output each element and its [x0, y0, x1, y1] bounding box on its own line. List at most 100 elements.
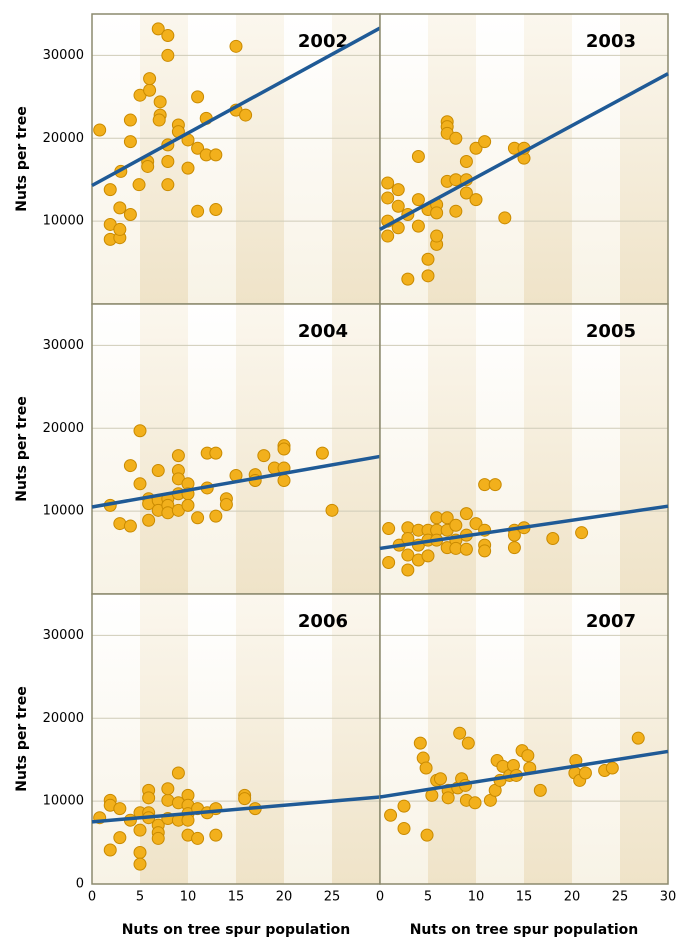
x-tick-label: 25	[324, 890, 341, 905]
data-point	[209, 446, 223, 460]
data-point	[151, 22, 165, 36]
x-tick-label: 10	[468, 890, 485, 905]
x-tick-label: 5	[424, 890, 432, 905]
data-point	[257, 449, 271, 463]
trend-line	[379, 504, 669, 551]
data-point	[441, 791, 455, 805]
x-tick-label: 15	[516, 890, 533, 905]
data-point	[161, 29, 175, 43]
shade-band	[236, 14, 284, 304]
data-point	[420, 828, 434, 842]
panel-title: 2004	[298, 321, 348, 342]
data-point	[469, 193, 483, 207]
data-point	[521, 749, 535, 763]
data-point	[238, 792, 252, 806]
data-point	[229, 39, 243, 53]
data-point	[181, 161, 195, 175]
x-tick-label: 30	[660, 890, 677, 905]
data-point	[191, 831, 205, 845]
data-point	[391, 199, 405, 213]
data-point	[209, 148, 223, 162]
x-tick-label: 20	[564, 890, 581, 905]
data-point	[277, 442, 291, 456]
data-point	[449, 518, 463, 532]
trend-line	[379, 749, 669, 799]
y-tick-label: 30000	[43, 628, 84, 643]
data-point	[381, 229, 395, 243]
data-point	[151, 464, 165, 478]
shade-band	[332, 594, 380, 884]
shade-band	[524, 304, 572, 594]
data-point	[411, 150, 425, 164]
shade-band	[332, 304, 380, 594]
shade-band	[524, 594, 572, 884]
trend-line	[91, 795, 381, 824]
panel-title: 2005	[586, 321, 636, 342]
data-point	[123, 135, 137, 149]
trend-line	[91, 26, 381, 188]
x-tick-label: 25	[612, 890, 629, 905]
data-point	[161, 154, 175, 168]
data-point	[133, 477, 147, 491]
data-point	[113, 517, 127, 531]
data-point	[171, 449, 185, 463]
data-point	[161, 178, 175, 192]
x-tick-label: 15	[228, 890, 245, 905]
trend-line	[379, 72, 669, 231]
shade-band	[236, 594, 284, 884]
panel-title: 2006	[298, 611, 348, 632]
data-point	[123, 519, 137, 533]
data-point	[421, 252, 435, 266]
y-tick-label: 10000	[43, 214, 84, 229]
data-point	[219, 498, 233, 512]
data-point	[142, 791, 156, 805]
y-tick-label: 10000	[43, 794, 84, 809]
data-point	[113, 222, 127, 236]
y-tick-label: 30000	[43, 338, 84, 353]
data-point	[191, 141, 205, 155]
data-point	[161, 782, 175, 796]
data-point	[143, 83, 157, 97]
data-point	[533, 783, 547, 797]
y-tick-label: 20000	[43, 711, 84, 726]
data-point	[478, 544, 492, 558]
data-point	[384, 808, 398, 822]
data-point	[123, 208, 137, 222]
y-tick-label: 20000	[43, 421, 84, 436]
shade-band	[620, 304, 668, 594]
data-point	[413, 736, 427, 750]
data-point	[151, 831, 165, 845]
shade-band	[236, 304, 284, 594]
data-point	[113, 201, 127, 215]
shade-band	[140, 304, 188, 594]
data-point	[397, 821, 411, 835]
data-point	[459, 186, 473, 200]
data-point	[381, 191, 395, 205]
x-tick-label: 0	[376, 890, 384, 905]
data-point	[239, 108, 253, 122]
data-point	[469, 517, 483, 531]
data-point	[468, 796, 482, 810]
data-point	[391, 221, 405, 235]
data-point	[449, 131, 463, 145]
data-point	[421, 549, 435, 563]
data-point	[546, 531, 560, 545]
trend-line	[91, 454, 381, 509]
data-point	[469, 141, 483, 155]
data-point	[433, 772, 447, 786]
data-point	[133, 823, 147, 837]
data-point	[161, 793, 175, 807]
y-axis-label: Nuts per tree	[14, 686, 30, 791]
data-point	[209, 509, 223, 523]
data-point	[277, 473, 291, 487]
data-point	[191, 90, 205, 104]
data-point	[459, 507, 473, 521]
data-point	[132, 178, 146, 192]
data-point	[507, 541, 521, 555]
data-point	[93, 123, 107, 137]
data-point	[181, 498, 195, 512]
data-point	[631, 731, 645, 745]
data-point	[152, 113, 166, 127]
data-point	[123, 113, 137, 127]
